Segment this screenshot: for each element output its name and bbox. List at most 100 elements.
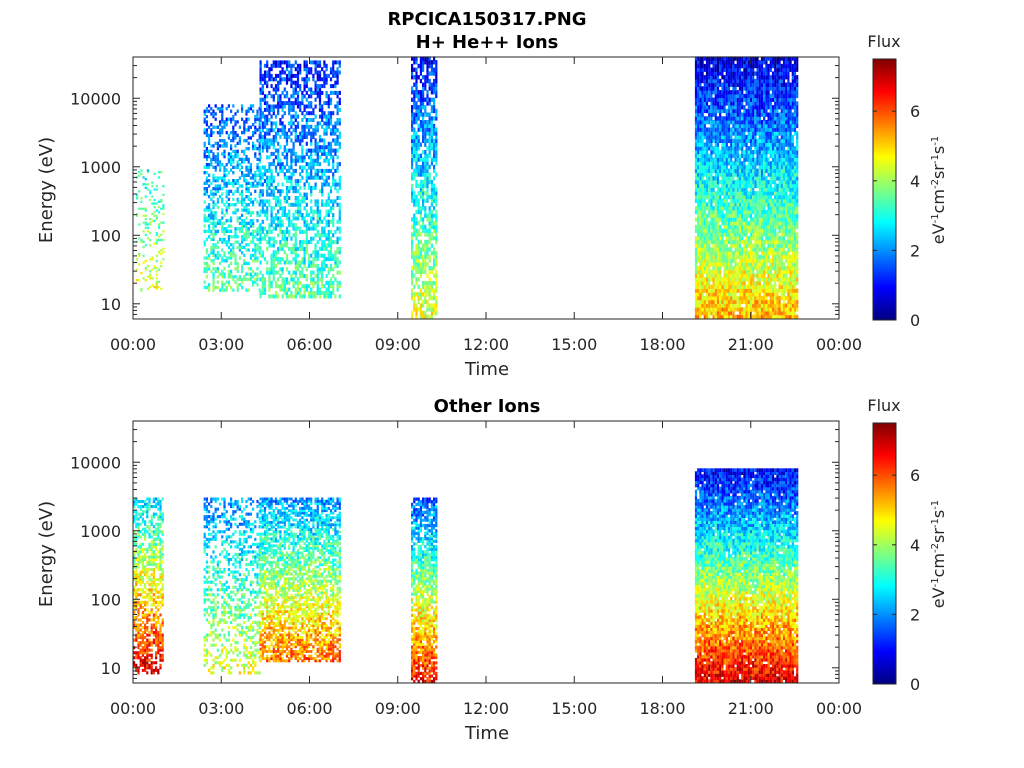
heatmap-cell xyxy=(703,123,706,129)
heatmap-cell xyxy=(277,60,280,65)
heatmap-cell xyxy=(327,202,330,207)
heatmap-cell xyxy=(749,63,753,69)
heatmap-cell xyxy=(708,307,711,312)
heatmap-cell xyxy=(329,101,333,106)
heatmap-cell xyxy=(756,239,759,245)
heatmap-cell xyxy=(316,94,319,99)
heatmap-cell xyxy=(303,294,306,299)
heatmap-cell xyxy=(697,116,700,121)
heatmap-cell xyxy=(318,77,322,82)
heatmap-cell xyxy=(705,150,709,155)
heatmap-cell xyxy=(266,260,269,265)
heatmap-cell xyxy=(747,101,750,106)
heatmap-cell xyxy=(413,93,416,99)
heatmap-cell xyxy=(705,307,709,312)
heatmap-cell xyxy=(730,307,733,312)
heatmap-cell xyxy=(752,131,755,136)
heatmap-cell xyxy=(303,182,306,187)
heatmap-cell xyxy=(413,217,416,222)
heatmap-cell xyxy=(236,165,239,169)
heatmap-cell xyxy=(712,90,715,95)
heatmap-cell xyxy=(710,112,713,117)
heatmap-cell xyxy=(285,155,289,160)
heatmap-cell xyxy=(294,138,297,143)
heatmap-cell xyxy=(323,226,326,231)
heatmap-cell xyxy=(415,292,418,297)
heatmap-cell xyxy=(732,161,735,166)
heatmap-cell xyxy=(155,266,158,270)
heatmap-cell xyxy=(741,75,744,80)
heatmap-cell xyxy=(301,168,304,173)
heatmap-cell xyxy=(736,295,739,301)
heatmap-cell xyxy=(263,63,267,68)
heatmap-cell xyxy=(225,144,228,148)
heatmap-cell xyxy=(756,127,759,132)
heatmap-cell xyxy=(252,224,255,228)
heatmap-cell xyxy=(325,236,328,241)
heatmap-cell xyxy=(749,266,753,271)
heatmap-cell xyxy=(754,90,757,95)
heatmap-cell xyxy=(268,270,271,275)
heatmap-cell xyxy=(741,112,744,117)
heatmap-cell xyxy=(208,141,211,145)
heatmap-cell xyxy=(721,101,724,106)
heatmap-cell xyxy=(736,105,739,110)
heatmap-cell xyxy=(741,247,744,252)
heatmap-cell xyxy=(210,248,213,252)
heatmap-cell xyxy=(277,216,280,221)
heatmap-cell xyxy=(272,138,275,143)
heatmap-cell xyxy=(245,139,248,143)
heatmap-cell xyxy=(716,93,720,99)
heatmap-cell xyxy=(749,108,753,114)
heatmap-cell xyxy=(411,127,414,132)
heatmap-cell xyxy=(712,187,715,192)
heatmap-cell xyxy=(721,284,724,289)
heatmap-cell xyxy=(327,101,330,106)
heatmap-cell xyxy=(314,90,317,95)
heatmap-cell xyxy=(422,262,425,267)
heatmap-cell xyxy=(210,131,213,135)
heatmap-cell xyxy=(236,160,239,164)
heatmap-cell xyxy=(716,131,720,136)
heatmap-cell xyxy=(303,291,306,295)
heatmap-cell xyxy=(714,131,717,136)
heatmap-cell xyxy=(249,275,252,279)
heatmap-cell xyxy=(754,284,757,289)
heatmap-cell xyxy=(732,307,735,312)
heatmap-cell xyxy=(238,136,241,140)
heatmap-cell xyxy=(730,112,733,117)
heatmap-cell xyxy=(142,254,145,257)
heatmap-cell xyxy=(288,73,291,78)
heatmap-cell xyxy=(303,257,306,262)
heatmap-cell xyxy=(734,150,737,155)
heatmap-cell xyxy=(212,232,215,236)
heatmap-cell xyxy=(232,179,235,183)
heatmap-cell xyxy=(162,247,165,250)
heatmap-cell xyxy=(288,223,291,228)
heatmap-cell xyxy=(741,138,744,143)
heatmap-cell xyxy=(318,121,322,126)
heatmap-cell xyxy=(699,236,702,241)
heatmap-cell xyxy=(323,202,326,207)
heatmap-cell xyxy=(738,247,742,252)
heatmap-cell xyxy=(214,285,217,290)
heatmap-cell xyxy=(252,211,255,215)
heatmap-cell xyxy=(216,221,219,225)
heatmap-cell xyxy=(327,213,330,217)
heatmap-cell xyxy=(299,229,302,234)
heatmap-cell xyxy=(732,187,735,192)
heatmap-cell xyxy=(727,273,731,278)
heatmap-cell xyxy=(223,259,226,263)
heatmap-cell xyxy=(754,93,757,99)
heatmap-cell xyxy=(716,254,720,260)
heatmap-cell xyxy=(321,168,324,173)
heatmap-cell xyxy=(725,206,728,211)
heatmap-cell xyxy=(327,223,330,228)
heatmap-cell xyxy=(719,273,722,278)
heatmap-cell xyxy=(738,127,742,132)
heatmap-cell xyxy=(422,202,425,207)
heatmap-cell xyxy=(305,80,308,85)
heatmap-cell xyxy=(701,284,704,289)
heatmap-cell xyxy=(705,303,709,308)
heatmap-cell xyxy=(725,262,728,267)
